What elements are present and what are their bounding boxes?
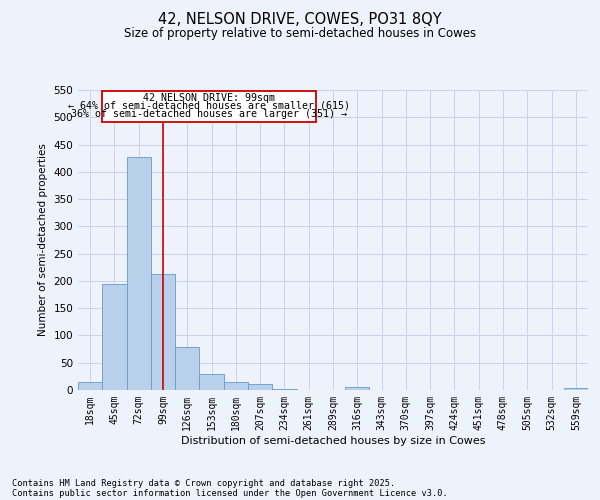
Bar: [102, 91, 316, 122]
Text: 42, NELSON DRIVE, COWES, PO31 8QY: 42, NELSON DRIVE, COWES, PO31 8QY: [158, 12, 442, 28]
Text: 42 NELSON DRIVE: 99sqm: 42 NELSON DRIVE: 99sqm: [143, 94, 275, 104]
Bar: [175, 348, 199, 390]
Bar: [272, 389, 296, 390]
Bar: [564, 388, 588, 390]
Bar: [224, 382, 248, 390]
Y-axis label: Number of semi-detached properties: Number of semi-detached properties: [38, 144, 48, 336]
Text: Contains HM Land Registry data © Crown copyright and database right 2025.: Contains HM Land Registry data © Crown c…: [12, 478, 395, 488]
Text: 36% of semi-detached houses are larger (351) →: 36% of semi-detached houses are larger (…: [71, 108, 347, 118]
Bar: [199, 374, 224, 390]
X-axis label: Distribution of semi-detached houses by size in Cowes: Distribution of semi-detached houses by …: [181, 436, 485, 446]
Bar: [127, 156, 151, 390]
Bar: [345, 388, 370, 390]
Bar: [102, 284, 127, 390]
Bar: [151, 274, 175, 390]
Text: Size of property relative to semi-detached houses in Cowes: Size of property relative to semi-detach…: [124, 28, 476, 40]
Text: Contains public sector information licensed under the Open Government Licence v3: Contains public sector information licen…: [12, 488, 448, 498]
Bar: [248, 384, 272, 390]
Bar: [78, 382, 102, 390]
Text: ← 64% of semi-detached houses are smaller (615): ← 64% of semi-detached houses are smalle…: [68, 101, 350, 111]
